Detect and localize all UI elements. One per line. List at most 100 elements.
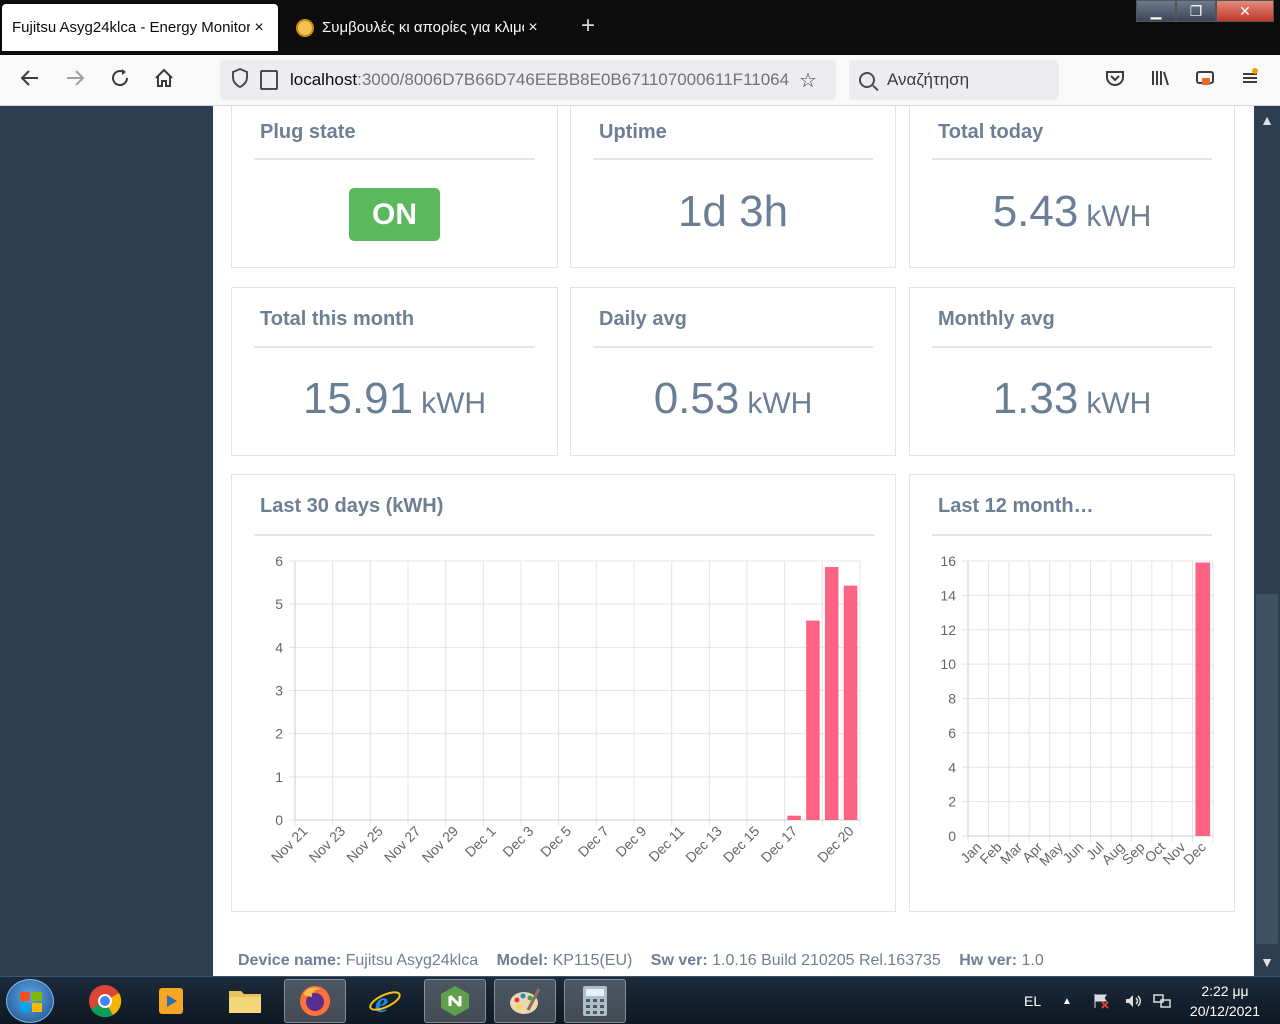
maximize-button[interactable]: ❐ (1176, 0, 1216, 22)
navigation-toolbar: localhost:3000/8006D7B66D746EEBB8E0B6711… (0, 55, 1280, 106)
volume-icon[interactable] (1124, 977, 1142, 1024)
url-text[interactable]: localhost:3000/8006D7B66D746EEBB8E0B6711… (290, 70, 790, 90)
x-tick-label: Dec 3 (499, 823, 536, 860)
start-button[interactable] (6, 979, 54, 1023)
x-tick-label: Dec 13 (682, 823, 725, 866)
clock-date: 20/12/2021 (1189, 1003, 1260, 1019)
card-title: Monthly avg (938, 308, 1055, 330)
network-icon[interactable] (1152, 977, 1172, 1024)
y-tick-label: 3 (275, 683, 283, 699)
library-icon[interactable] (1147, 67, 1173, 93)
y-tick-label: 4 (948, 759, 956, 775)
device-name-label: Device name: (238, 952, 342, 969)
x-tick-label: Dec 11 (645, 823, 687, 865)
plug-state-card: Plug state ON (231, 106, 558, 268)
card-divider (593, 158, 873, 160)
action-center-icon[interactable] (1092, 977, 1110, 1024)
pocket-icon[interactable] (1102, 67, 1128, 93)
tab-forum[interactable]: Συμβουλές κι απορίες για κλιματιστικά × (288, 4, 550, 51)
show-hidden-icons-icon[interactable]: ▲ (1062, 995, 1072, 1007)
scroll-down-icon[interactable]: ▼ (1260, 954, 1274, 970)
x-tick-label: Nov 21 (268, 823, 311, 866)
shield-icon[interactable] (220, 67, 260, 93)
x-tick-label: Nov 27 (381, 823, 424, 866)
star-icon[interactable]: ☆ (799, 69, 817, 92)
paint-icon[interactable] (494, 979, 556, 1023)
page-scrollbar[interactable]: ▲ ▼ (1254, 106, 1280, 976)
bar[interactable] (843, 585, 858, 820)
page-icon[interactable] (260, 70, 278, 90)
y-tick-label: 4 (275, 639, 283, 655)
firefox-icon[interactable] (284, 979, 346, 1023)
tab-energy-monitor[interactable]: Fujitsu Asyg24klca - Energy Monitor × (2, 4, 278, 51)
windows-taskbar: e EL ▲ 2:22 μμ 20/12/2021 (0, 976, 1280, 1024)
url-bar[interactable]: localhost:3000/8006D7B66D746EEBB8E0B6711… (220, 60, 836, 100)
card-title: Daily avg (599, 308, 687, 330)
clock-time: 2:22 μμ (1201, 983, 1249, 999)
scroll-up-icon[interactable]: ▲ (1260, 112, 1274, 128)
x-tick-label: Nov 25 (343, 823, 386, 866)
x-tick-label: Dec 9 (612, 823, 649, 860)
language-indicator[interactable]: EL (1024, 993, 1042, 1009)
y-tick-label: 1 (275, 769, 283, 785)
model-value: KP115(EU) (552, 952, 633, 969)
x-tick-label: Nov 29 (419, 823, 462, 866)
card-title: Total this month (260, 308, 415, 330)
url-host: localhost (290, 70, 358, 89)
y-tick-label: 0 (275, 812, 283, 828)
file-explorer-icon[interactable] (214, 979, 276, 1023)
synced-tabs-icon[interactable] (1192, 67, 1218, 93)
home-icon[interactable] (151, 67, 177, 93)
daily-avg-card: Daily avg 0.53 kWH (570, 287, 896, 456)
search-input[interactable]: Αναζήτηση (849, 60, 1059, 100)
close-window-button[interactable]: ✕ (1216, 0, 1274, 22)
y-tick-label: 14 (940, 587, 956, 603)
device-name-value: Fujitsu Asyg24klca (345, 952, 479, 969)
model-label: Model: (496, 952, 549, 969)
tab-close-icon[interactable]: × (528, 18, 538, 36)
new-tab-button[interactable]: + (580, 12, 595, 39)
node-icon[interactable] (424, 979, 486, 1023)
last-30-days-card: Last 30 days (kWH) 0 1 2 3 4 5 6 Nov 21 Nov 23 No… (231, 474, 896, 912)
card-divider (932, 346, 1212, 348)
menu-icon[interactable] (1237, 67, 1263, 93)
bar[interactable] (1195, 562, 1211, 836)
card-title: Last 30 days (kWH) (260, 495, 444, 517)
x-tick-label: Jun (1059, 839, 1086, 866)
y-tick-label: 5 (275, 596, 283, 612)
card-divider (932, 158, 1212, 160)
card-divider (254, 534, 875, 536)
x-tick-label: Dec (1180, 839, 1209, 868)
total-today-card: Total today 5.43 kWH (909, 106, 1235, 268)
card-divider (932, 534, 1212, 536)
card-title: Uptime (599, 121, 667, 143)
y-tick-label: 2 (948, 794, 956, 810)
system-clock[interactable]: 2:22 μμ 20/12/2021 (1190, 981, 1260, 1021)
y-tick-label: 0 (948, 828, 956, 844)
bar[interactable] (824, 567, 839, 820)
card-divider (593, 346, 873, 348)
sw-version-value: 1.0.16 Build 210205 Rel.163735 (712, 952, 941, 969)
tab-close-icon[interactable]: × (254, 18, 264, 36)
internet-explorer-icon[interactable]: e (354, 979, 416, 1023)
minimize-button[interactable]: ▁ (1136, 0, 1176, 22)
plug-state-badge[interactable]: ON (349, 188, 440, 241)
dashboard-content: Plug state ON Uptime 1d 3h Total today 5… (213, 106, 1254, 976)
scroll-thumb[interactable] (1256, 594, 1278, 944)
total-month-card: Total this month 15.91 kWH (231, 287, 558, 456)
bar[interactable] (787, 815, 801, 820)
reload-icon[interactable] (107, 67, 133, 93)
forward-icon[interactable] (62, 67, 88, 93)
calculator-icon[interactable] (564, 979, 626, 1023)
search-icon (859, 72, 875, 88)
back-icon[interactable] (17, 67, 43, 93)
uptime-card: Uptime 1d 3h (570, 106, 896, 268)
hw-version-value: 1.0 (1021, 952, 1044, 969)
chrome-icon[interactable] (74, 979, 136, 1023)
media-player-icon[interactable] (140, 979, 202, 1023)
total-today-value: 5.43 kWH (992, 187, 1152, 236)
y-tick-label: 10 (940, 656, 956, 672)
bar[interactable] (806, 620, 820, 820)
y-tick-label: 16 (940, 553, 956, 569)
